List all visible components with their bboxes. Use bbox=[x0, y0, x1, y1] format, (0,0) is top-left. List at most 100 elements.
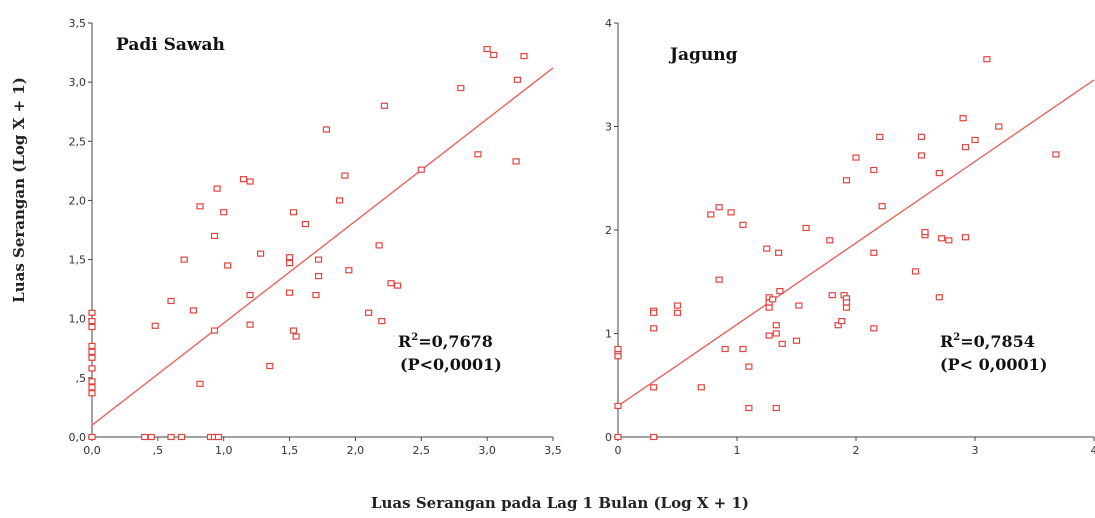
data-point bbox=[775, 249, 783, 256]
data-point bbox=[745, 404, 753, 412]
data-point bbox=[289, 209, 298, 216]
data-point bbox=[177, 433, 186, 441]
plot-area: 0,0 ,5 1,0 1,5 2,0 2,5 3,0 3,5 0,0 ,5 1,0 1,5 2,0 2,5… bbox=[69, 17, 562, 457]
x-tick-label: 0,0 bbox=[83, 444, 101, 457]
y-tick-label: 2,5 bbox=[69, 135, 87, 148]
data-point bbox=[983, 56, 991, 63]
y-tick-label: 1,0 bbox=[69, 313, 87, 326]
data-point bbox=[210, 232, 219, 240]
data-point bbox=[213, 185, 221, 192]
x-axis-title: Luas Serangan pada Lag 1 Bulan (Log X + … bbox=[371, 494, 749, 512]
x-tick-label: 2 bbox=[853, 444, 860, 457]
data-point bbox=[365, 309, 373, 316]
data-point bbox=[239, 176, 248, 183]
data-point bbox=[88, 309, 96, 316]
data-point bbox=[189, 307, 198, 314]
data-point bbox=[266, 362, 274, 370]
data-point bbox=[88, 342, 96, 350]
stat-p: (P< 0,0001) bbox=[940, 355, 1047, 374]
data-point bbox=[921, 228, 929, 236]
data-point bbox=[765, 304, 773, 311]
data-point bbox=[220, 209, 228, 216]
panel-title: Jagung bbox=[668, 45, 738, 65]
data-point bbox=[380, 102, 389, 109]
data-point bbox=[707, 211, 715, 218]
x-tick-label: 3,0 bbox=[478, 444, 496, 457]
data-point bbox=[246, 291, 254, 299]
data-point bbox=[256, 250, 265, 257]
data-point bbox=[88, 365, 96, 372]
x-tick-label: 2,0 bbox=[347, 444, 365, 457]
stat-r2: R2=0,7854 bbox=[940, 332, 1035, 351]
data-point bbox=[961, 234, 970, 241]
data-point bbox=[650, 325, 658, 332]
data-point bbox=[336, 197, 344, 204]
data-point bbox=[474, 151, 482, 158]
data-point bbox=[870, 249, 878, 256]
data-point bbox=[285, 289, 294, 296]
data-point bbox=[314, 273, 323, 280]
data-point bbox=[147, 433, 155, 441]
data-point bbox=[387, 280, 395, 287]
data-point bbox=[88, 384, 96, 391]
data-point bbox=[971, 136, 979, 144]
data-point bbox=[285, 254, 294, 261]
data-point bbox=[650, 309, 658, 316]
data-point bbox=[878, 203, 886, 210]
data-point bbox=[512, 158, 520, 165]
data-point bbox=[673, 309, 682, 316]
data-point bbox=[417, 166, 425, 173]
y-axis-title: Luas Serangan (Log X + 1) bbox=[10, 77, 28, 303]
data-point bbox=[961, 144, 970, 151]
data-point bbox=[322, 126, 331, 133]
data-point bbox=[778, 340, 786, 347]
data-point bbox=[341, 172, 349, 179]
data-point bbox=[196, 380, 204, 387]
data-point bbox=[739, 345, 747, 353]
y-tick-label: 4 bbox=[605, 17, 612, 30]
x-tick-label: 0 bbox=[615, 444, 622, 457]
data-point bbox=[88, 323, 96, 331]
y-tick-label: 3,0 bbox=[69, 76, 87, 89]
data-point bbox=[772, 404, 780, 412]
x-tick-label: 2,5 bbox=[413, 444, 431, 457]
y-tick-label: 1 bbox=[605, 328, 612, 341]
data-point bbox=[314, 256, 323, 263]
data-point bbox=[88, 348, 96, 355]
data-point bbox=[285, 260, 294, 267]
data-point bbox=[614, 433, 622, 441]
x-tick-label: 3,5 bbox=[544, 444, 562, 457]
data-point bbox=[945, 237, 953, 244]
stat-r2: R2=0,7678 bbox=[398, 332, 493, 351]
data-point bbox=[246, 178, 254, 185]
data-point bbox=[196, 203, 204, 210]
data-point bbox=[214, 433, 223, 441]
data-point bbox=[483, 45, 491, 53]
data-point bbox=[721, 345, 729, 353]
data-point bbox=[1052, 151, 1060, 158]
data-point bbox=[490, 51, 498, 59]
data-point bbox=[995, 123, 1003, 130]
data-point bbox=[935, 294, 943, 301]
data-point bbox=[378, 317, 386, 325]
data-point bbox=[938, 235, 946, 242]
y-tick-label: 2,0 bbox=[69, 194, 87, 207]
y-tick-label: 1,5 bbox=[69, 254, 87, 267]
y-tick-label: ,5 bbox=[76, 372, 87, 385]
data-point bbox=[457, 84, 465, 92]
data-point bbox=[842, 299, 851, 306]
data-point bbox=[795, 302, 803, 309]
panel-jagung: 0 1 2 3 4 0 1 2 3 4 Jagung R2=0,7854 (P< 0,0001) bbox=[605, 17, 1095, 457]
data-point bbox=[917, 133, 926, 140]
data-point bbox=[180, 256, 188, 263]
data-point bbox=[802, 224, 810, 232]
x-tick-label: 1,0 bbox=[215, 444, 233, 457]
data-point bbox=[727, 209, 735, 216]
x-tick-label: 1 bbox=[734, 444, 741, 457]
data-point bbox=[520, 53, 528, 60]
data-point bbox=[614, 402, 622, 410]
data-point bbox=[870, 166, 878, 174]
data-point bbox=[917, 152, 926, 159]
data-point bbox=[763, 245, 771, 252]
